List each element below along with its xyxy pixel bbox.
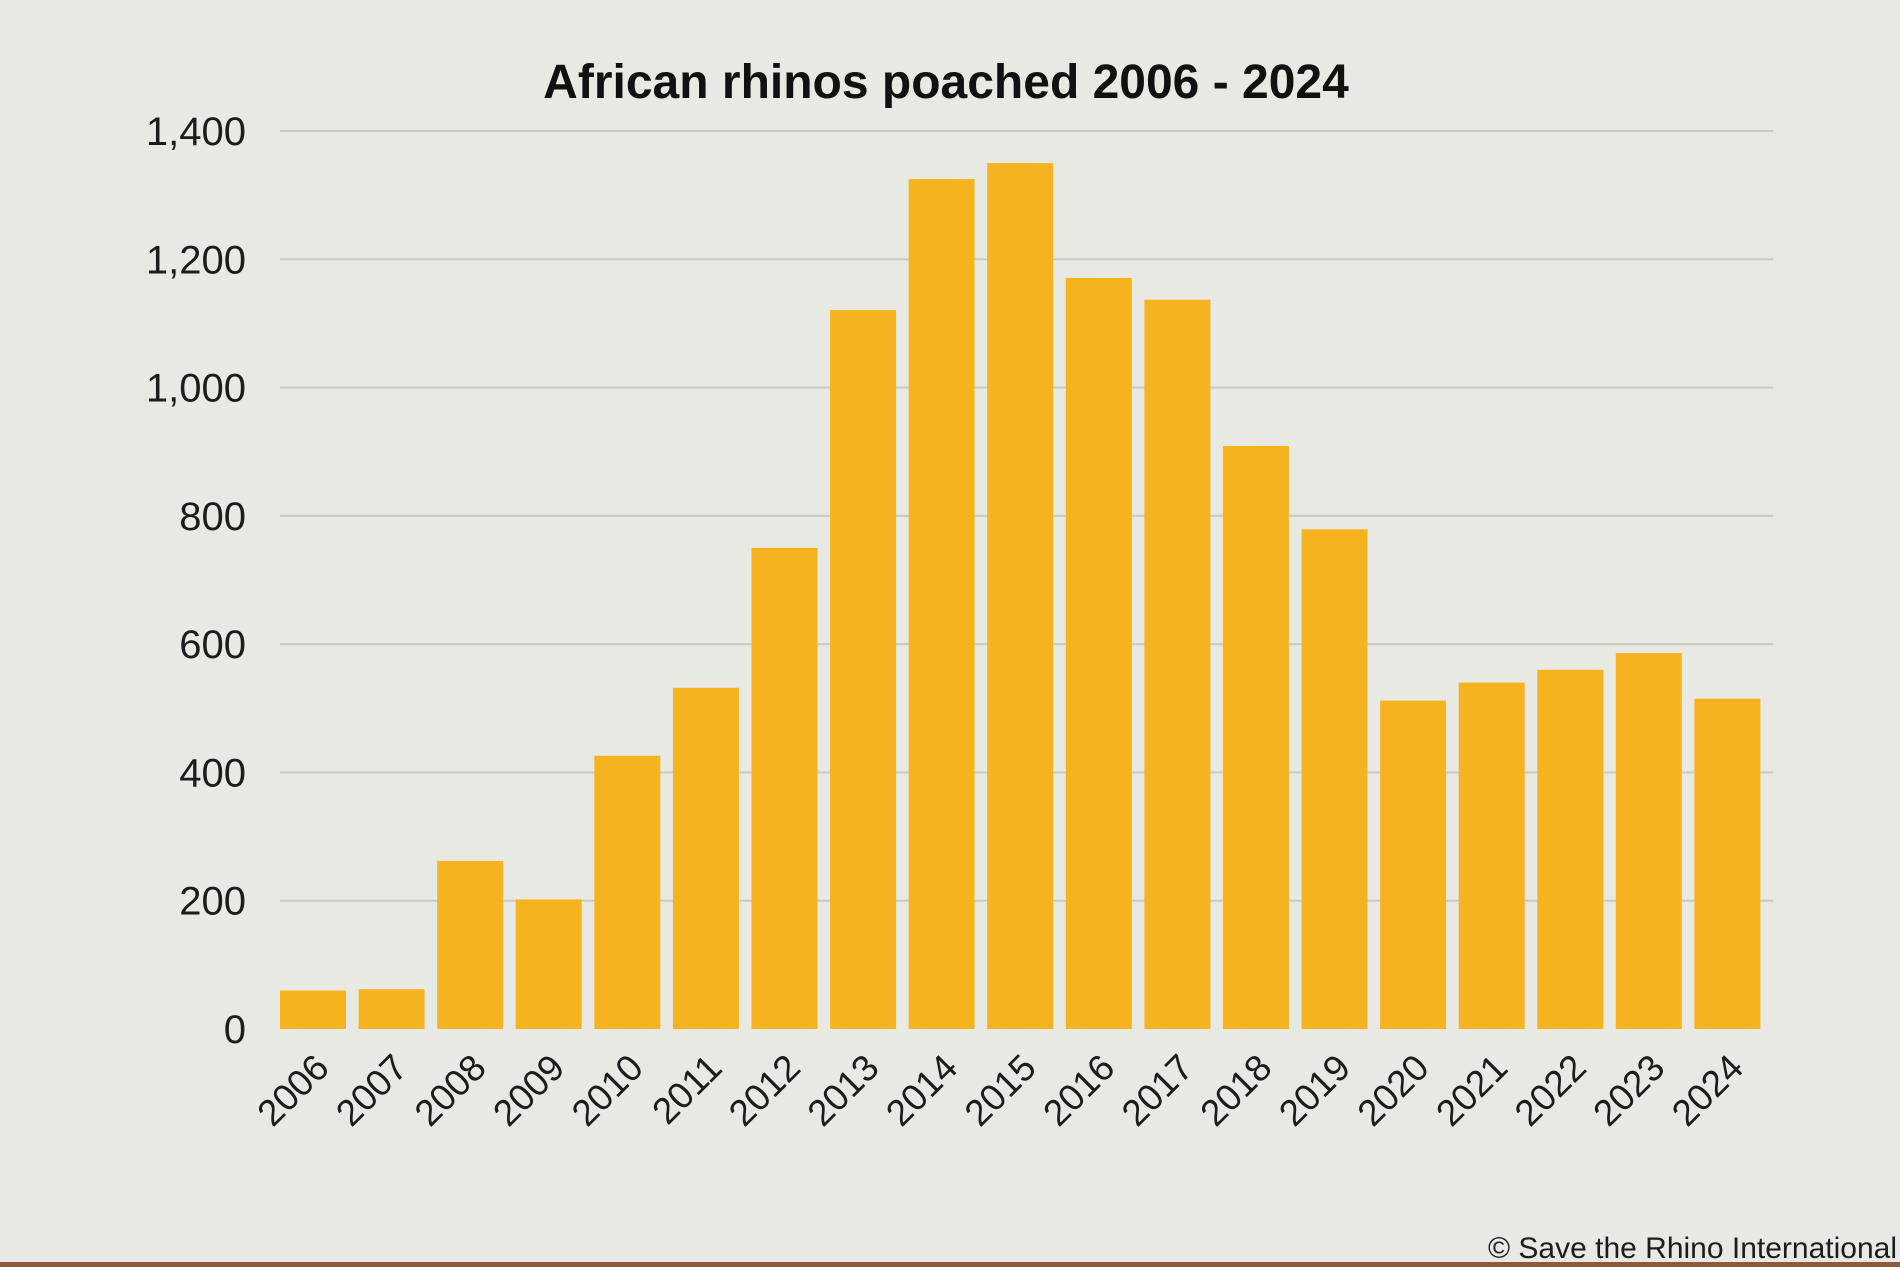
chart-title: African rhinos poached 2006 - 2024 bbox=[543, 56, 1349, 109]
x-tick-label: 2024 bbox=[1664, 1047, 1751, 1134]
bar-2016 bbox=[1065, 277, 1132, 1029]
y-tick-label: 600 bbox=[179, 623, 246, 667]
x-tick-label: 2008 bbox=[407, 1047, 494, 1134]
x-tick-label: 2019 bbox=[1271, 1047, 1358, 1134]
x-tick-label: 2011 bbox=[644, 1047, 729, 1132]
x-tick-label: 2015 bbox=[957, 1047, 1044, 1134]
bar-2020 bbox=[1380, 700, 1447, 1029]
x-tick-label: 2021 bbox=[1428, 1047, 1515, 1134]
credit-text: © Save the Rhino International bbox=[1488, 1232, 1897, 1265]
x-tick-label: 2014 bbox=[878, 1047, 965, 1134]
bar-2023 bbox=[1615, 653, 1682, 1029]
x-tick-label: 2012 bbox=[721, 1047, 808, 1134]
x-tick-label: 2020 bbox=[1350, 1047, 1437, 1134]
bottom-border bbox=[0, 1262, 1900, 1267]
bar-2012 bbox=[751, 547, 818, 1029]
bar-2007 bbox=[358, 989, 425, 1029]
x-axis-ticks: 2006200720082009201020112012201320142015… bbox=[249, 1047, 1751, 1134]
bar-2015 bbox=[987, 163, 1054, 1030]
bar-2011 bbox=[672, 687, 739, 1029]
x-tick-label: 2017 bbox=[1114, 1047, 1201, 1134]
bar-2022 bbox=[1537, 669, 1604, 1029]
x-tick-label: 2016 bbox=[1035, 1047, 1122, 1134]
x-tick-label: 2006 bbox=[249, 1047, 336, 1134]
bar-2014 bbox=[908, 179, 975, 1030]
y-tick-label: 400 bbox=[179, 751, 246, 795]
y-tick-label: 200 bbox=[179, 880, 246, 924]
bar-2010 bbox=[594, 755, 661, 1029]
x-tick-label: 2023 bbox=[1585, 1047, 1672, 1134]
bar-2021 bbox=[1458, 682, 1525, 1029]
bar-2024 bbox=[1694, 698, 1761, 1029]
x-tick-label: 2018 bbox=[1192, 1047, 1279, 1134]
bar-2008 bbox=[437, 860, 504, 1029]
y-tick-label: 1,200 bbox=[146, 238, 246, 282]
x-tick-label: 2007 bbox=[328, 1047, 415, 1134]
x-tick-label: 2010 bbox=[564, 1047, 651, 1134]
bar-2013 bbox=[830, 310, 897, 1029]
bar-2009 bbox=[515, 899, 582, 1029]
bar-2017 bbox=[1144, 299, 1211, 1029]
x-tick-label: 2013 bbox=[800, 1047, 887, 1134]
bars bbox=[280, 163, 1761, 1030]
y-axis-ticks: 0 200 400 600 800 1,000 1,200 1,400 bbox=[146, 110, 246, 1052]
x-tick-label: 2009 bbox=[485, 1047, 572, 1134]
bar-2019 bbox=[1301, 529, 1368, 1029]
y-tick-label: 800 bbox=[179, 495, 246, 539]
x-tick-label: 2022 bbox=[1507, 1047, 1594, 1134]
bar-2006 bbox=[280, 990, 346, 1029]
y-tick-label: 1,000 bbox=[146, 367, 246, 411]
bar-2018 bbox=[1222, 445, 1289, 1029]
y-tick-label: 0 bbox=[224, 1008, 246, 1052]
y-tick-label: 1,400 bbox=[146, 110, 246, 154]
